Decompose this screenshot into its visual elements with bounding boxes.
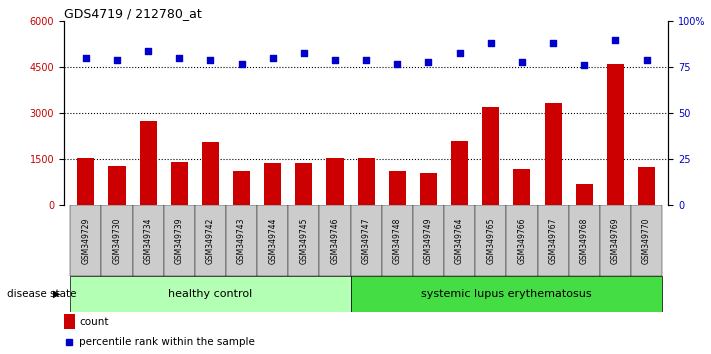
Text: GSM349739: GSM349739: [175, 217, 183, 264]
Text: GDS4719 / 212780_at: GDS4719 / 212780_at: [64, 7, 202, 20]
Point: [173, 55, 185, 61]
Bar: [606, 64, 624, 205]
Bar: [506, 205, 538, 276]
Point: [547, 40, 559, 46]
Text: GSM349744: GSM349744: [268, 217, 277, 264]
Point: [360, 57, 372, 63]
Bar: [451, 141, 468, 205]
Bar: [139, 121, 156, 205]
Bar: [631, 205, 662, 276]
Point: [423, 59, 434, 64]
Text: GSM349770: GSM349770: [642, 217, 651, 264]
Bar: [382, 205, 413, 276]
Bar: [164, 205, 195, 276]
Bar: [326, 158, 343, 205]
Text: GSM349743: GSM349743: [237, 217, 246, 264]
Text: GSM349748: GSM349748: [392, 217, 402, 264]
Text: systemic lupus erythematosus: systemic lupus erythematosus: [421, 289, 592, 299]
Bar: [545, 103, 562, 205]
Text: GSM349764: GSM349764: [455, 217, 464, 264]
Text: count: count: [79, 317, 109, 327]
Bar: [77, 158, 95, 205]
Point: [516, 59, 528, 64]
Bar: [171, 162, 188, 205]
Text: GSM349749: GSM349749: [424, 217, 433, 264]
Bar: [351, 205, 382, 276]
Text: GSM349729: GSM349729: [81, 217, 90, 264]
Point: [641, 57, 652, 63]
Bar: [475, 205, 506, 276]
Bar: [288, 205, 319, 276]
Point: [80, 55, 92, 61]
Text: GSM349747: GSM349747: [362, 217, 370, 264]
Point: [298, 50, 309, 55]
Point: [454, 50, 465, 55]
Bar: [64, 314, 75, 329]
Bar: [538, 205, 569, 276]
Bar: [444, 205, 475, 276]
Bar: [420, 173, 437, 205]
Text: GSM349734: GSM349734: [144, 217, 153, 264]
Bar: [319, 205, 351, 276]
Bar: [264, 163, 282, 205]
Text: GSM349767: GSM349767: [549, 217, 557, 264]
Bar: [413, 205, 444, 276]
Point: [392, 61, 403, 67]
Text: ▶: ▶: [53, 289, 60, 299]
Text: percentile rank within the sample: percentile rank within the sample: [79, 337, 255, 347]
Point: [142, 48, 154, 53]
Point: [205, 57, 216, 63]
Bar: [569, 205, 600, 276]
Text: GSM349746: GSM349746: [331, 217, 340, 264]
Bar: [226, 205, 257, 276]
Bar: [132, 205, 164, 276]
Point: [236, 61, 247, 67]
Point: [111, 57, 122, 63]
Bar: [70, 276, 351, 312]
Text: GSM349768: GSM349768: [579, 217, 589, 264]
Text: GSM349730: GSM349730: [112, 217, 122, 264]
Bar: [70, 205, 102, 276]
Bar: [108, 166, 126, 205]
Point: [610, 37, 621, 42]
Bar: [513, 169, 530, 205]
Point: [485, 40, 496, 46]
Bar: [576, 184, 593, 205]
Text: healthy control: healthy control: [169, 289, 252, 299]
Bar: [358, 158, 375, 205]
Bar: [351, 276, 662, 312]
Bar: [295, 163, 312, 205]
Point: [579, 63, 590, 68]
Bar: [600, 205, 631, 276]
Point: [267, 55, 279, 61]
Text: disease state: disease state: [7, 289, 77, 299]
Bar: [389, 171, 406, 205]
Bar: [257, 205, 288, 276]
Bar: [638, 167, 655, 205]
Bar: [202, 142, 219, 205]
Bar: [102, 205, 132, 276]
Text: GSM349769: GSM349769: [611, 217, 620, 264]
Text: GSM349742: GSM349742: [206, 217, 215, 264]
Text: GSM349745: GSM349745: [299, 217, 309, 264]
Bar: [233, 171, 250, 205]
Point: [329, 57, 341, 63]
Text: GSM349765: GSM349765: [486, 217, 496, 264]
Bar: [195, 205, 226, 276]
Text: GSM349766: GSM349766: [518, 217, 526, 264]
Bar: [482, 107, 499, 205]
